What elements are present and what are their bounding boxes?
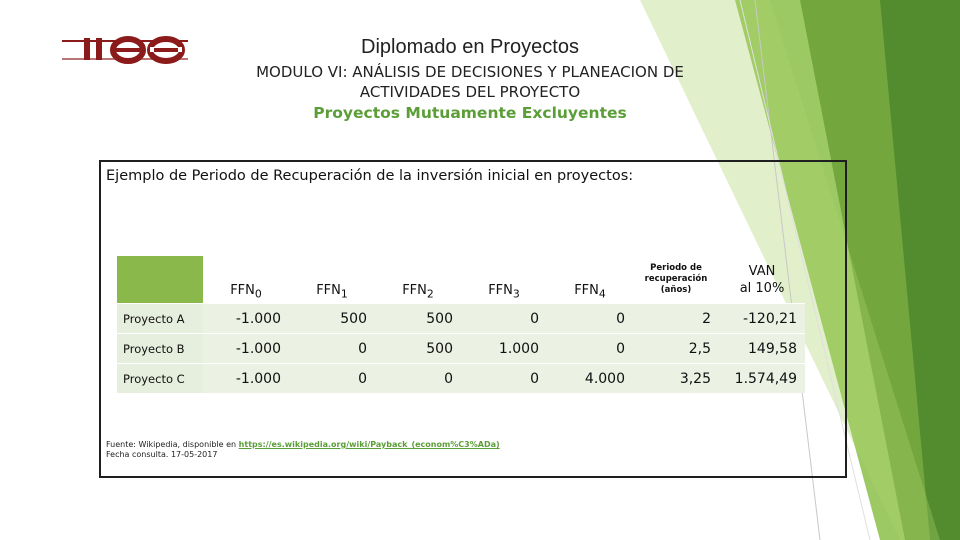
subtitle-line-2: ACTIVIDADES DEL PROYECTO: [359, 83, 581, 101]
table-header-row: FFN0 FFN1 FFN2 FFN3 FFN4 Periodo de recu…: [117, 256, 805, 304]
subtitle-line-1: MODULO VI: ANÁLISIS DE DECISIONES Y PLAN…: [256, 63, 684, 81]
table-cell: 0: [289, 333, 375, 364]
table-cell: 1.574,49: [719, 363, 805, 393]
table-cell: 2,5: [633, 333, 719, 364]
source-link[interactable]: https://es.wikipedia.org/wiki/Payback_(e…: [238, 440, 500, 449]
column-header-ffn4: FFN4: [574, 283, 606, 301]
table-cell: 0: [547, 333, 633, 364]
table-row: Proyecto B -1.000 0 500 1.000 0 2,5 149,…: [117, 333, 805, 364]
table-cell: 149,58: [719, 333, 805, 364]
payback-table: FFN0 FFN1 FFN2 FFN3 FFN4 Periodo de recu…: [117, 256, 805, 393]
table-cell: 500: [375, 303, 461, 334]
module-subtitle: MODULO VI: ANÁLISIS DE DECISIONES Y PLAN…: [200, 62, 740, 102]
table-row: Proyecto A -1.000 500 500 0 0 2 -120,21: [117, 303, 805, 334]
table-cell: 0: [375, 363, 461, 393]
table-cell: 0: [461, 363, 547, 393]
table-cell: 0: [461, 303, 547, 334]
table-cell: 0: [547, 303, 633, 334]
row-label: Proyecto C: [117, 363, 203, 393]
source-note: Fuente: Wikipedia, disponible en https:/…: [106, 440, 500, 460]
column-header-payback: Periodo de recuperación (años): [644, 263, 708, 295]
column-header-van: VAN al 10%: [739, 263, 785, 296]
table-corner-cell: [117, 256, 203, 304]
ies-logo: [62, 36, 188, 64]
table-cell: -1.000: [203, 303, 289, 334]
row-label: Proyecto A: [117, 303, 203, 334]
table-cell: -120,21: [719, 303, 805, 334]
table-cell: 4.000: [547, 363, 633, 393]
example-heading: Ejemplo de Periodo de Recuperación de la…: [106, 168, 634, 184]
table-cell: 2: [633, 303, 719, 334]
table-cell: 3,25: [633, 363, 719, 393]
column-header-ffn1: FFN1: [316, 283, 348, 301]
table-cell: 0: [289, 363, 375, 393]
table-cell: 1.000: [461, 333, 547, 364]
column-header-ffn2: FFN2: [402, 283, 434, 301]
content-box: [99, 160, 847, 478]
table-cell: 500: [375, 333, 461, 364]
table-row: Proyecto C -1.000 0 0 0 4.000 3,25 1.574…: [117, 363, 805, 393]
table-cell: -1.000: [203, 363, 289, 393]
column-header-ffn0: FFN0: [230, 283, 262, 301]
source-prefix: Fuente: Wikipedia, disponible en: [106, 440, 237, 449]
topic-heading: Proyectos Mutuamente Excluyentes: [313, 104, 627, 122]
column-header-ffn3: FFN3: [488, 283, 520, 301]
row-label: Proyecto B: [117, 333, 203, 364]
table-cell: -1.000: [203, 333, 289, 364]
page-title: Diplomado en Proyectos: [361, 36, 579, 58]
source-date: Fecha consulta. 17-05-2017: [106, 450, 218, 459]
table-cell: 500: [289, 303, 375, 334]
